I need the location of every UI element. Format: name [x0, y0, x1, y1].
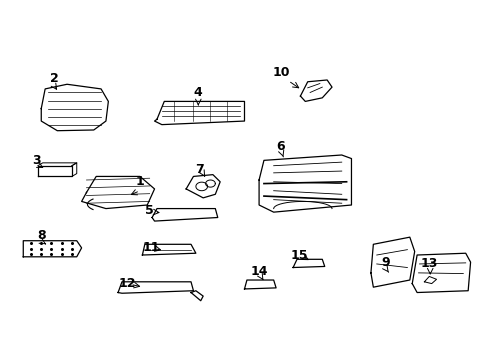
Polygon shape [142, 244, 196, 255]
Text: 3: 3 [32, 154, 41, 167]
Polygon shape [186, 175, 220, 198]
Polygon shape [81, 176, 154, 208]
Text: 8: 8 [37, 229, 45, 242]
Text: 11: 11 [142, 241, 160, 255]
Text: 5: 5 [145, 204, 154, 217]
Polygon shape [191, 291, 203, 301]
Polygon shape [23, 241, 81, 257]
Polygon shape [118, 282, 193, 293]
Text: 1: 1 [135, 175, 144, 188]
Text: 12: 12 [118, 277, 135, 290]
Text: 15: 15 [289, 248, 307, 261]
Polygon shape [300, 80, 331, 102]
Text: 9: 9 [381, 256, 389, 269]
Text: 13: 13 [420, 257, 437, 270]
Text: 10: 10 [272, 66, 289, 79]
Polygon shape [370, 237, 414, 287]
Text: 7: 7 [195, 163, 203, 176]
Text: 14: 14 [250, 265, 267, 278]
Polygon shape [38, 166, 72, 176]
Text: 6: 6 [276, 140, 285, 153]
Polygon shape [259, 155, 351, 212]
Polygon shape [244, 280, 276, 289]
Polygon shape [152, 208, 217, 221]
Polygon shape [292, 259, 324, 267]
Polygon shape [41, 84, 108, 131]
Text: 4: 4 [194, 86, 202, 99]
Polygon shape [411, 253, 469, 293]
Text: 2: 2 [49, 72, 58, 85]
Polygon shape [154, 102, 244, 125]
